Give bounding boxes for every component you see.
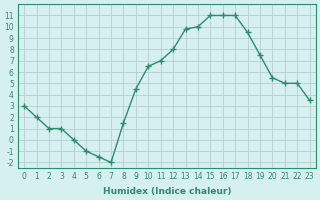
X-axis label: Humidex (Indice chaleur): Humidex (Indice chaleur)	[103, 187, 231, 196]
